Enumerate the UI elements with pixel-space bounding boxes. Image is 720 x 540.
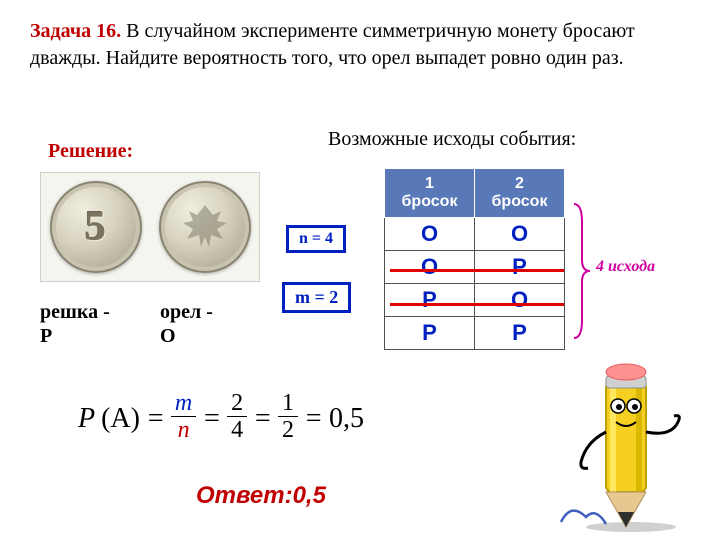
frac-4: 4	[227, 417, 247, 443]
formula-eq3: =	[253, 403, 272, 435]
heads-label-line2: О	[160, 325, 176, 347]
probability-formula: P(A) = m n = 2 4 = 1 2 = 0,5	[78, 392, 364, 446]
tails-label-line1: решка -	[40, 301, 110, 323]
table-cell: Р	[475, 317, 565, 350]
coin-heads	[159, 181, 251, 273]
formula-result: 0,5	[329, 403, 364, 435]
problem-body: В случайном эксперименте симметричную мо…	[30, 20, 635, 69]
m-value-box: m = 2	[282, 282, 351, 313]
bracket-icon	[572, 202, 592, 340]
table-cell: О	[385, 218, 475, 251]
frac-2: 2	[227, 390, 247, 417]
formula-eq4: =	[304, 403, 323, 435]
outcomes-count: 4 исхода	[596, 258, 655, 276]
heads-label-line1: орел -	[160, 301, 213, 323]
coin-tails: 5	[50, 181, 142, 273]
underline-row-3	[390, 303, 564, 306]
outcomes-title: Возможные исходы события:	[328, 128, 576, 151]
frac-1: 1	[278, 390, 298, 417]
outcomes-table: 1 бросок 2 бросок ОО ОР РО РР	[384, 168, 565, 350]
formula-eq2: =	[202, 403, 221, 435]
coin-five-digit: 5	[85, 203, 106, 251]
problem-text: Задача 16. В случайном эксперименте симм…	[30, 18, 690, 72]
solution-label: Решение:	[48, 140, 133, 163]
table-cell: Р	[475, 251, 565, 284]
frac-12: 1 2	[278, 390, 298, 444]
table-row: ОО	[385, 218, 565, 251]
table-cell: О	[475, 284, 565, 317]
frac-2b: 2	[278, 417, 298, 443]
underline-row-2	[390, 269, 564, 272]
table-row: РО	[385, 284, 565, 317]
formula-eq: =	[146, 403, 165, 435]
coin-image: 5	[40, 172, 260, 282]
frac-mn: m n	[171, 390, 196, 444]
heads-label: орел - О	[160, 300, 213, 348]
frac-n: n	[174, 417, 194, 443]
table-cell: О	[475, 218, 565, 251]
table-cell: О	[385, 251, 475, 284]
eagle-icon	[175, 197, 235, 257]
table-row: ОР	[385, 251, 565, 284]
table-cell: Р	[385, 284, 475, 317]
table-header-2: 2 бросок	[475, 169, 565, 218]
pencil-character-icon	[556, 362, 696, 532]
formula-a: (A)	[101, 403, 140, 435]
table-row: РР	[385, 317, 565, 350]
tails-label-line2: Р	[40, 325, 52, 347]
problem-label: Задача 16.	[30, 20, 121, 42]
frac-24: 2 4	[227, 390, 247, 444]
tails-label: решка - Р	[40, 300, 110, 348]
table-header-1: 1 бросок	[385, 169, 475, 218]
formula-p: P	[78, 403, 95, 435]
frac-m: m	[171, 390, 196, 417]
table-cell: Р	[385, 317, 475, 350]
answer-text: Ответ:0,5	[196, 482, 326, 510]
n-value-box: n = 4	[286, 225, 346, 253]
